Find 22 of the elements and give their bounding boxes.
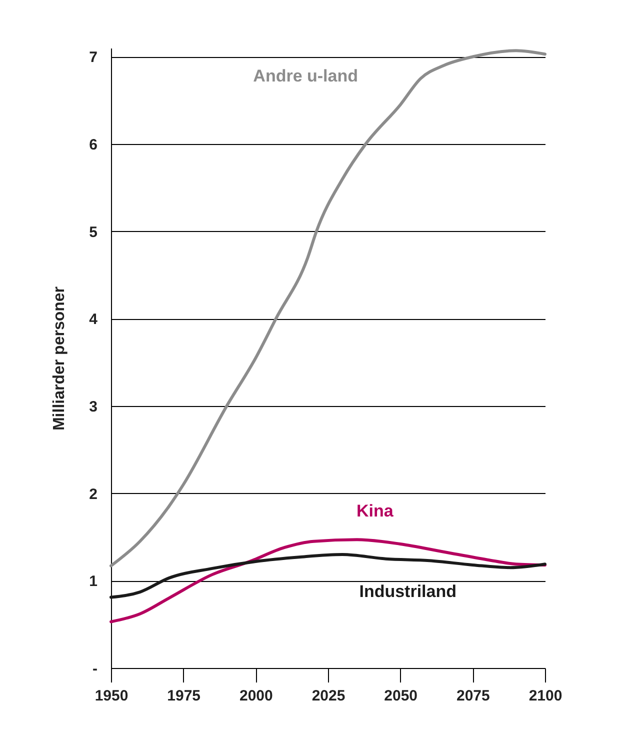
y-tick-label: 5 xyxy=(89,224,98,241)
line-series xyxy=(110,49,546,568)
y-tick-label: 4 xyxy=(89,311,98,328)
y-tick-label: 6 xyxy=(89,136,98,154)
series-label: Industriland xyxy=(359,582,457,601)
x-tick-label: 2000 xyxy=(239,688,273,704)
x-tick-label: 2025 xyxy=(312,688,346,704)
x-tick-label: 2050 xyxy=(384,688,418,704)
text: Andre u-land xyxy=(253,66,358,86)
y-tick-label: 3 xyxy=(89,398,98,416)
line-series xyxy=(110,552,546,599)
x-tick-label: 2075 xyxy=(456,688,490,704)
series-label: Kina xyxy=(356,502,394,521)
y-axis-title: Milliarder personer xyxy=(51,286,68,431)
line-series xyxy=(110,538,546,624)
x-tick-label: 2100 xyxy=(528,688,562,704)
y-tick-label: 2 xyxy=(89,486,98,503)
y-tick-label: 7 xyxy=(89,49,98,66)
y-tick-label: 1 xyxy=(89,573,98,590)
x-tick-label: 1975 xyxy=(167,688,201,704)
x-tick-label: 1950 xyxy=(94,688,128,704)
y-tick-label: - xyxy=(92,660,98,678)
